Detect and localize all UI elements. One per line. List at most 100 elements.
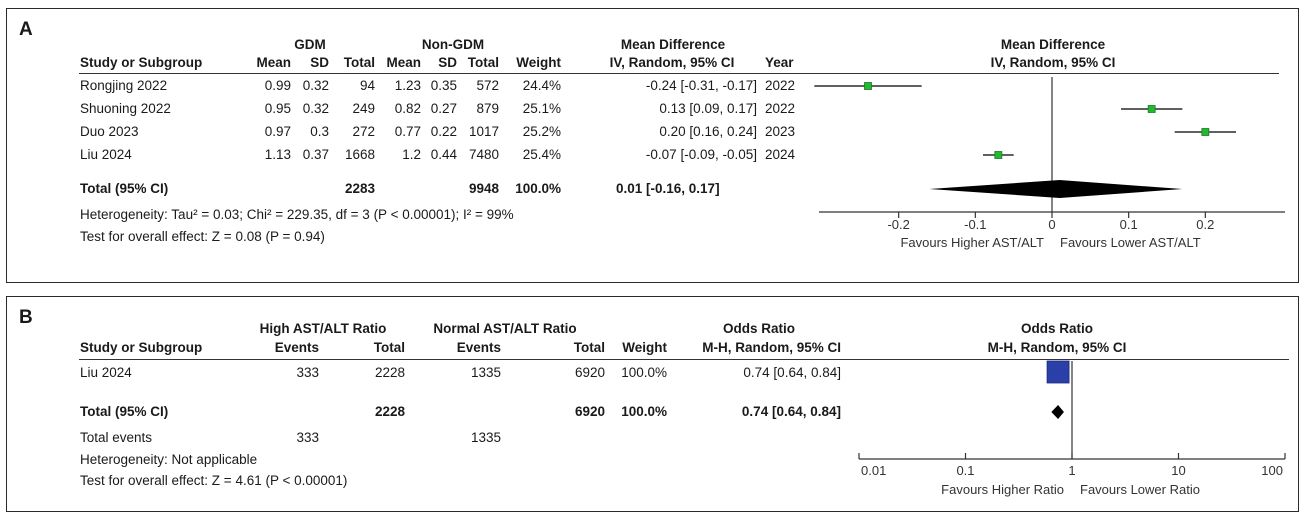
total-label: Total (95% CI) xyxy=(80,404,169,419)
normal-events: 1335 xyxy=(470,365,501,380)
total-weight: 100.0% xyxy=(515,181,561,196)
gdm-total: 1668 xyxy=(344,147,375,162)
x-tick-label: 10 xyxy=(1171,463,1185,478)
gdm-mean: 0.99 xyxy=(264,78,291,93)
x-tick-label: 0.1 xyxy=(1120,217,1138,232)
gdm-mean: 0.95 xyxy=(264,101,291,116)
favours-right-label: Favours Lower AST/ALT xyxy=(1060,235,1201,250)
group-header-high-ratio: High AST/ALT Ratio xyxy=(259,321,387,336)
plot-header: Odds Ratio xyxy=(1020,321,1093,336)
forest-plot-area: 0.01 0.1 1 10 100 Favours Higher Ratio Favours… xyxy=(858,360,1286,497)
non-gdm-total: 7480 xyxy=(468,147,499,162)
high-events: 333 xyxy=(296,365,319,380)
panel-label: A xyxy=(19,19,33,40)
year: 2023 xyxy=(765,124,796,139)
weight: 24.4% xyxy=(522,78,561,93)
study-marker xyxy=(1147,105,1156,113)
non-gdm-mean: 1.23 xyxy=(394,78,421,93)
column-header-weight: Weight xyxy=(516,55,561,70)
overall-effect-text: Test for overall effect: Z = 4.61 (P < 0… xyxy=(80,473,348,488)
year: 2024 xyxy=(765,147,796,162)
weight: 100.0% xyxy=(621,365,667,380)
gdm-total: 2283 xyxy=(344,181,375,196)
forest-plot-area: -0.2 -0.1 0 0.1 0.2 Favours Higher AST/ALT Fav… xyxy=(814,77,1285,250)
favours-left-label: Favours Higher AST/ALT xyxy=(900,235,1044,250)
x-tick-label: 0.1 xyxy=(956,463,974,478)
column-header-events: Events xyxy=(274,340,319,355)
column-header-weight: Weight xyxy=(622,340,667,355)
forest-plot-panel-b: B High AST/ALT Ratio Normal AST/ALT Rati… xyxy=(6,296,1299,512)
gdm-sd: 0.3 xyxy=(310,124,329,139)
non-gdm-mean: 0.77 xyxy=(394,124,421,139)
mean-difference-ci: 0.20 [0.16, 0.24] xyxy=(659,124,757,139)
total-weight: 100.0% xyxy=(621,404,667,419)
mean-difference-ci: -0.07 [-0.09, -0.05] xyxy=(645,147,757,162)
column-header-study: Study or Subgroup xyxy=(80,340,203,355)
plot-subheader: M-H, Random, 95% CI xyxy=(987,340,1127,355)
weight: 25.2% xyxy=(522,124,561,139)
group-header-normal-ratio: Normal AST/ALT Ratio xyxy=(433,321,577,336)
study-name: Liu 2024 xyxy=(80,365,132,380)
favours-left-label: Favours Higher Ratio xyxy=(941,482,1064,497)
column-header-study: Study or Subgroup xyxy=(80,55,203,70)
study-marker xyxy=(994,151,1003,159)
non-gdm-sd: 0.27 xyxy=(430,101,457,116)
study-marker xyxy=(1046,360,1070,384)
total-ci: 0.74 [0.64, 0.84] xyxy=(741,404,841,419)
column-header-total: Total xyxy=(343,55,375,70)
column-header-total: Total xyxy=(573,340,605,355)
high-total: 2228 xyxy=(374,365,405,380)
gdm-sd: 0.37 xyxy=(302,147,329,162)
non-gdm-sd: 0.22 xyxy=(430,124,457,139)
plot-header: Mean Difference xyxy=(1000,37,1106,52)
gdm-sd: 0.32 xyxy=(302,78,329,93)
mean-difference-ci: 0.13 [0.09, 0.17] xyxy=(659,101,757,116)
study-name: Shuoning 2022 xyxy=(80,101,171,116)
column-header-ci: M-H, Random, 95% CI xyxy=(702,340,841,355)
x-tick-label: 0 xyxy=(1048,217,1055,232)
heterogeneity-text: Heterogeneity: Not applicable xyxy=(80,452,258,467)
study-name: Liu 2024 xyxy=(80,147,132,162)
column-header-sd: SD xyxy=(310,55,329,70)
x-tick-label: 0.2 xyxy=(1196,217,1214,232)
gdm-sd: 0.32 xyxy=(302,101,329,116)
non-gdm-total: 9948 xyxy=(468,181,499,196)
x-tick-label: -0.2 xyxy=(887,217,909,232)
non-gdm-total: 879 xyxy=(476,101,499,116)
column-header-mean: Mean xyxy=(256,55,291,70)
column-header-year: Year xyxy=(765,55,794,70)
header-rule xyxy=(79,359,1289,360)
favours-right-label: Favours Lower Ratio xyxy=(1080,482,1200,497)
pooled-effect-diamond xyxy=(929,180,1183,198)
odds-ratio-ci: 0.74 [0.64, 0.84] xyxy=(743,365,841,380)
normal-total: 6920 xyxy=(574,365,605,380)
forest-plot-panel-a: A GDM Non-GDM Mean Difference Mean Diffe… xyxy=(6,8,1299,283)
study-name: Rongjing 2022 xyxy=(80,78,168,93)
column-header-sd: SD xyxy=(438,55,457,70)
group-header-non-gdm: Non-GDM xyxy=(421,37,485,52)
column-header-total: Total xyxy=(467,55,499,70)
heterogeneity-text: Heterogeneity: Tau² = 0.03; Chi² = 229.3… xyxy=(80,207,514,222)
study-name: Duo 2023 xyxy=(80,124,139,139)
x-tick-label: 0.01 xyxy=(861,463,886,478)
pooled-effect-diamond xyxy=(1051,405,1064,419)
effect-header: Odds Ratio xyxy=(722,321,795,336)
column-header-total: Total xyxy=(373,340,405,355)
total-ci: 0.01 [-0.16, 0.17] xyxy=(616,181,720,196)
group-header-gdm: GDM xyxy=(294,37,326,52)
column-header-events: Events xyxy=(456,340,501,355)
mean-difference-ci: -0.24 [-0.31, -0.17] xyxy=(645,78,757,93)
panel-label: B xyxy=(19,307,33,328)
effect-header: Mean Difference xyxy=(620,37,726,52)
column-header-ci: IV, Random, 95% CI xyxy=(609,55,735,70)
year: 2022 xyxy=(765,101,796,116)
header-rule xyxy=(79,73,1279,74)
x-tick-label: -0.1 xyxy=(964,217,986,232)
non-gdm-sd: 0.44 xyxy=(430,147,457,162)
total-events-label: Total events xyxy=(80,430,153,445)
high-total: 2228 xyxy=(374,404,405,419)
non-gdm-mean: 0.82 xyxy=(394,101,421,116)
non-gdm-total: 1017 xyxy=(468,124,499,139)
gdm-total: 94 xyxy=(359,78,375,93)
study-marker xyxy=(1201,128,1210,136)
